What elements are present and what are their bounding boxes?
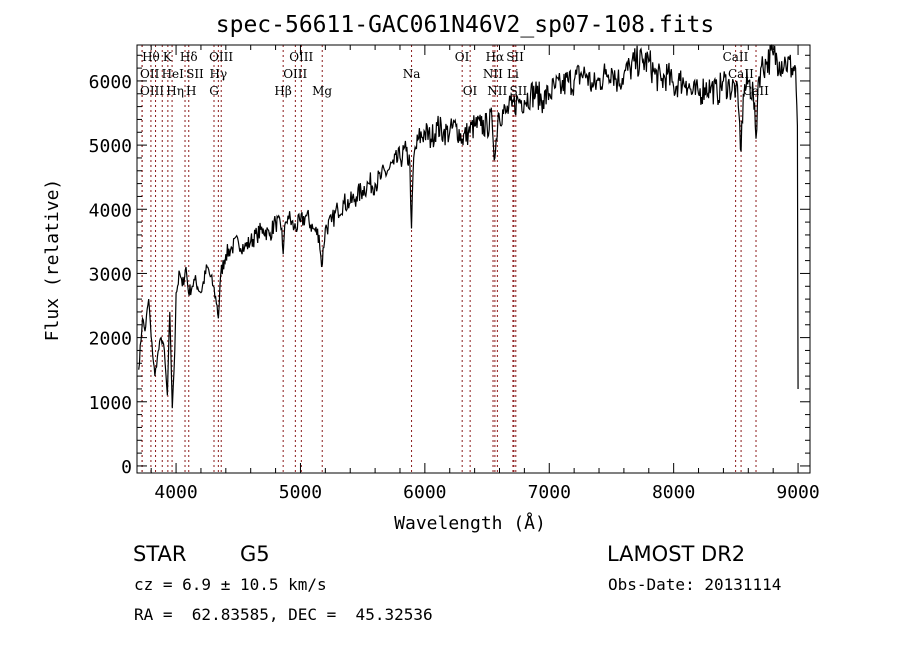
line-marker-label: Hα [486,50,505,64]
obs-date-text: Obs-Date: 20131114 [608,575,782,594]
line-marker-label: CaII [723,50,749,64]
coordinates-text: RA = 62.83585, DEC = 45.32536 [134,605,433,624]
x-tick-label: 7000 [528,482,571,503]
line-marker-label: G [209,84,219,98]
line-marker-label: Mg [312,84,332,98]
line-marker-label: OIII [289,50,313,64]
line-marker-label: OII [140,67,160,81]
y-tick-label: 1000 [89,393,132,414]
line-marker-label: OI [455,50,470,64]
line-marker-label: K [163,50,173,64]
line-marker-label: CaII [743,84,769,98]
line-marker-label: SII [506,50,524,64]
y-tick-label: 0 [121,457,132,478]
line-marker-label: SII [186,67,204,81]
object-subclass: G5 [240,542,270,566]
line-marker-label: Hη [166,84,184,98]
x-tick-label: 8000 [652,482,695,503]
redshift-text: cz = 6.9 ± 10.5 km/s [134,575,327,594]
x-tick-label: 4000 [154,482,197,503]
line-marker-label: HeI [162,67,185,81]
y-tick-label: 2000 [89,329,132,350]
line-marker-label: Hγ [210,67,228,81]
line-marker-label: OIII [140,84,164,98]
x-axis-label: Wavelength (Å) [394,512,546,534]
line-marker-label: SII [510,84,528,98]
object-class: STAR [133,542,187,566]
survey-label: LAMOST DR2 [607,542,746,566]
y-tick-label: 6000 [89,72,132,93]
x-tick-label: 5000 [279,482,322,503]
x-tick-label: 9000 [776,482,819,503]
line-marker-label: Hβ [274,84,291,98]
y-axis-label: Flux (relative) [42,179,63,342]
line-marker-label: H [186,84,196,98]
y-tick-label: 3000 [89,264,132,285]
line-marker-label: OI [463,84,478,98]
chart-title: spec-56611-GAC061N46V2_sp07-108.fits [216,12,715,38]
line-marker-label: Hδ [180,50,198,64]
line-marker-label: OIII [209,50,233,64]
line-marker-label: NII [483,67,503,81]
plot-frame [136,44,811,474]
x-tick-label: 6000 [403,482,446,503]
line-marker-label: Na [403,67,421,81]
line-marker-label: OIII [283,67,307,81]
y-tick-label: 4000 [89,200,132,221]
line-marker-label: NII [487,84,507,98]
line-marker-label: Hθ [142,50,160,64]
y-tick-label: 5000 [89,136,132,157]
line-marker-label: CaII [728,67,754,81]
spectrum-line [138,44,799,409]
line-marker-label: Li [507,67,519,81]
